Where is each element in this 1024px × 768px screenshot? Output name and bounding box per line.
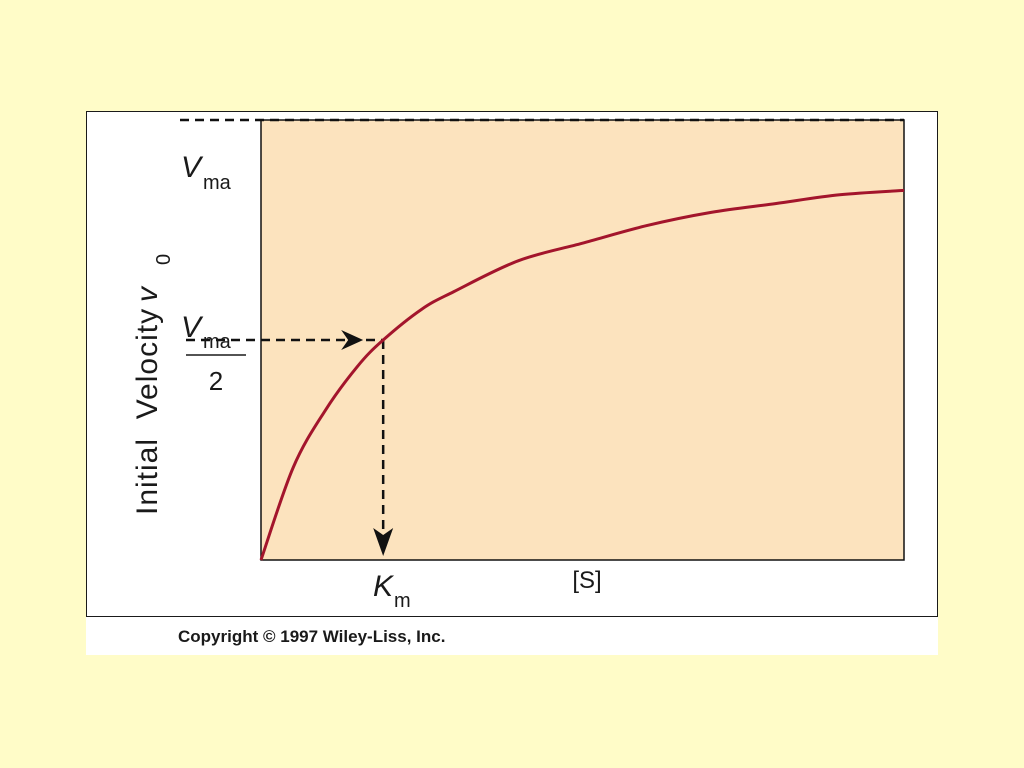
km-label-subscript: m [394, 590, 411, 612]
copyright-notice: Copyright © 1997 Wiley-Liss, Inc. [178, 627, 446, 646]
vmax-label-subscript: ma [203, 172, 232, 194]
velocity-curve [259, 188, 905, 561]
x-axis-label: [S] [572, 567, 601, 594]
y-axis-label: Initial Velocity [131, 308, 164, 515]
caption-strip: Copyright © 1997 Wiley-Liss, Inc. [86, 617, 938, 655]
half-vmax-denominator: 2 [209, 366, 223, 396]
y-axis-symbol: v [131, 285, 164, 302]
km-arrowhead [373, 528, 394, 556]
half-vmax-label: V [181, 311, 204, 344]
vmax-label: V [181, 151, 204, 184]
km-label: K [373, 570, 395, 603]
half-vmax-arrowhead [341, 330, 364, 350]
y-axis-symbol-subscript: 0 [153, 254, 175, 265]
half-vmax-label-subscript: ma [203, 331, 232, 353]
